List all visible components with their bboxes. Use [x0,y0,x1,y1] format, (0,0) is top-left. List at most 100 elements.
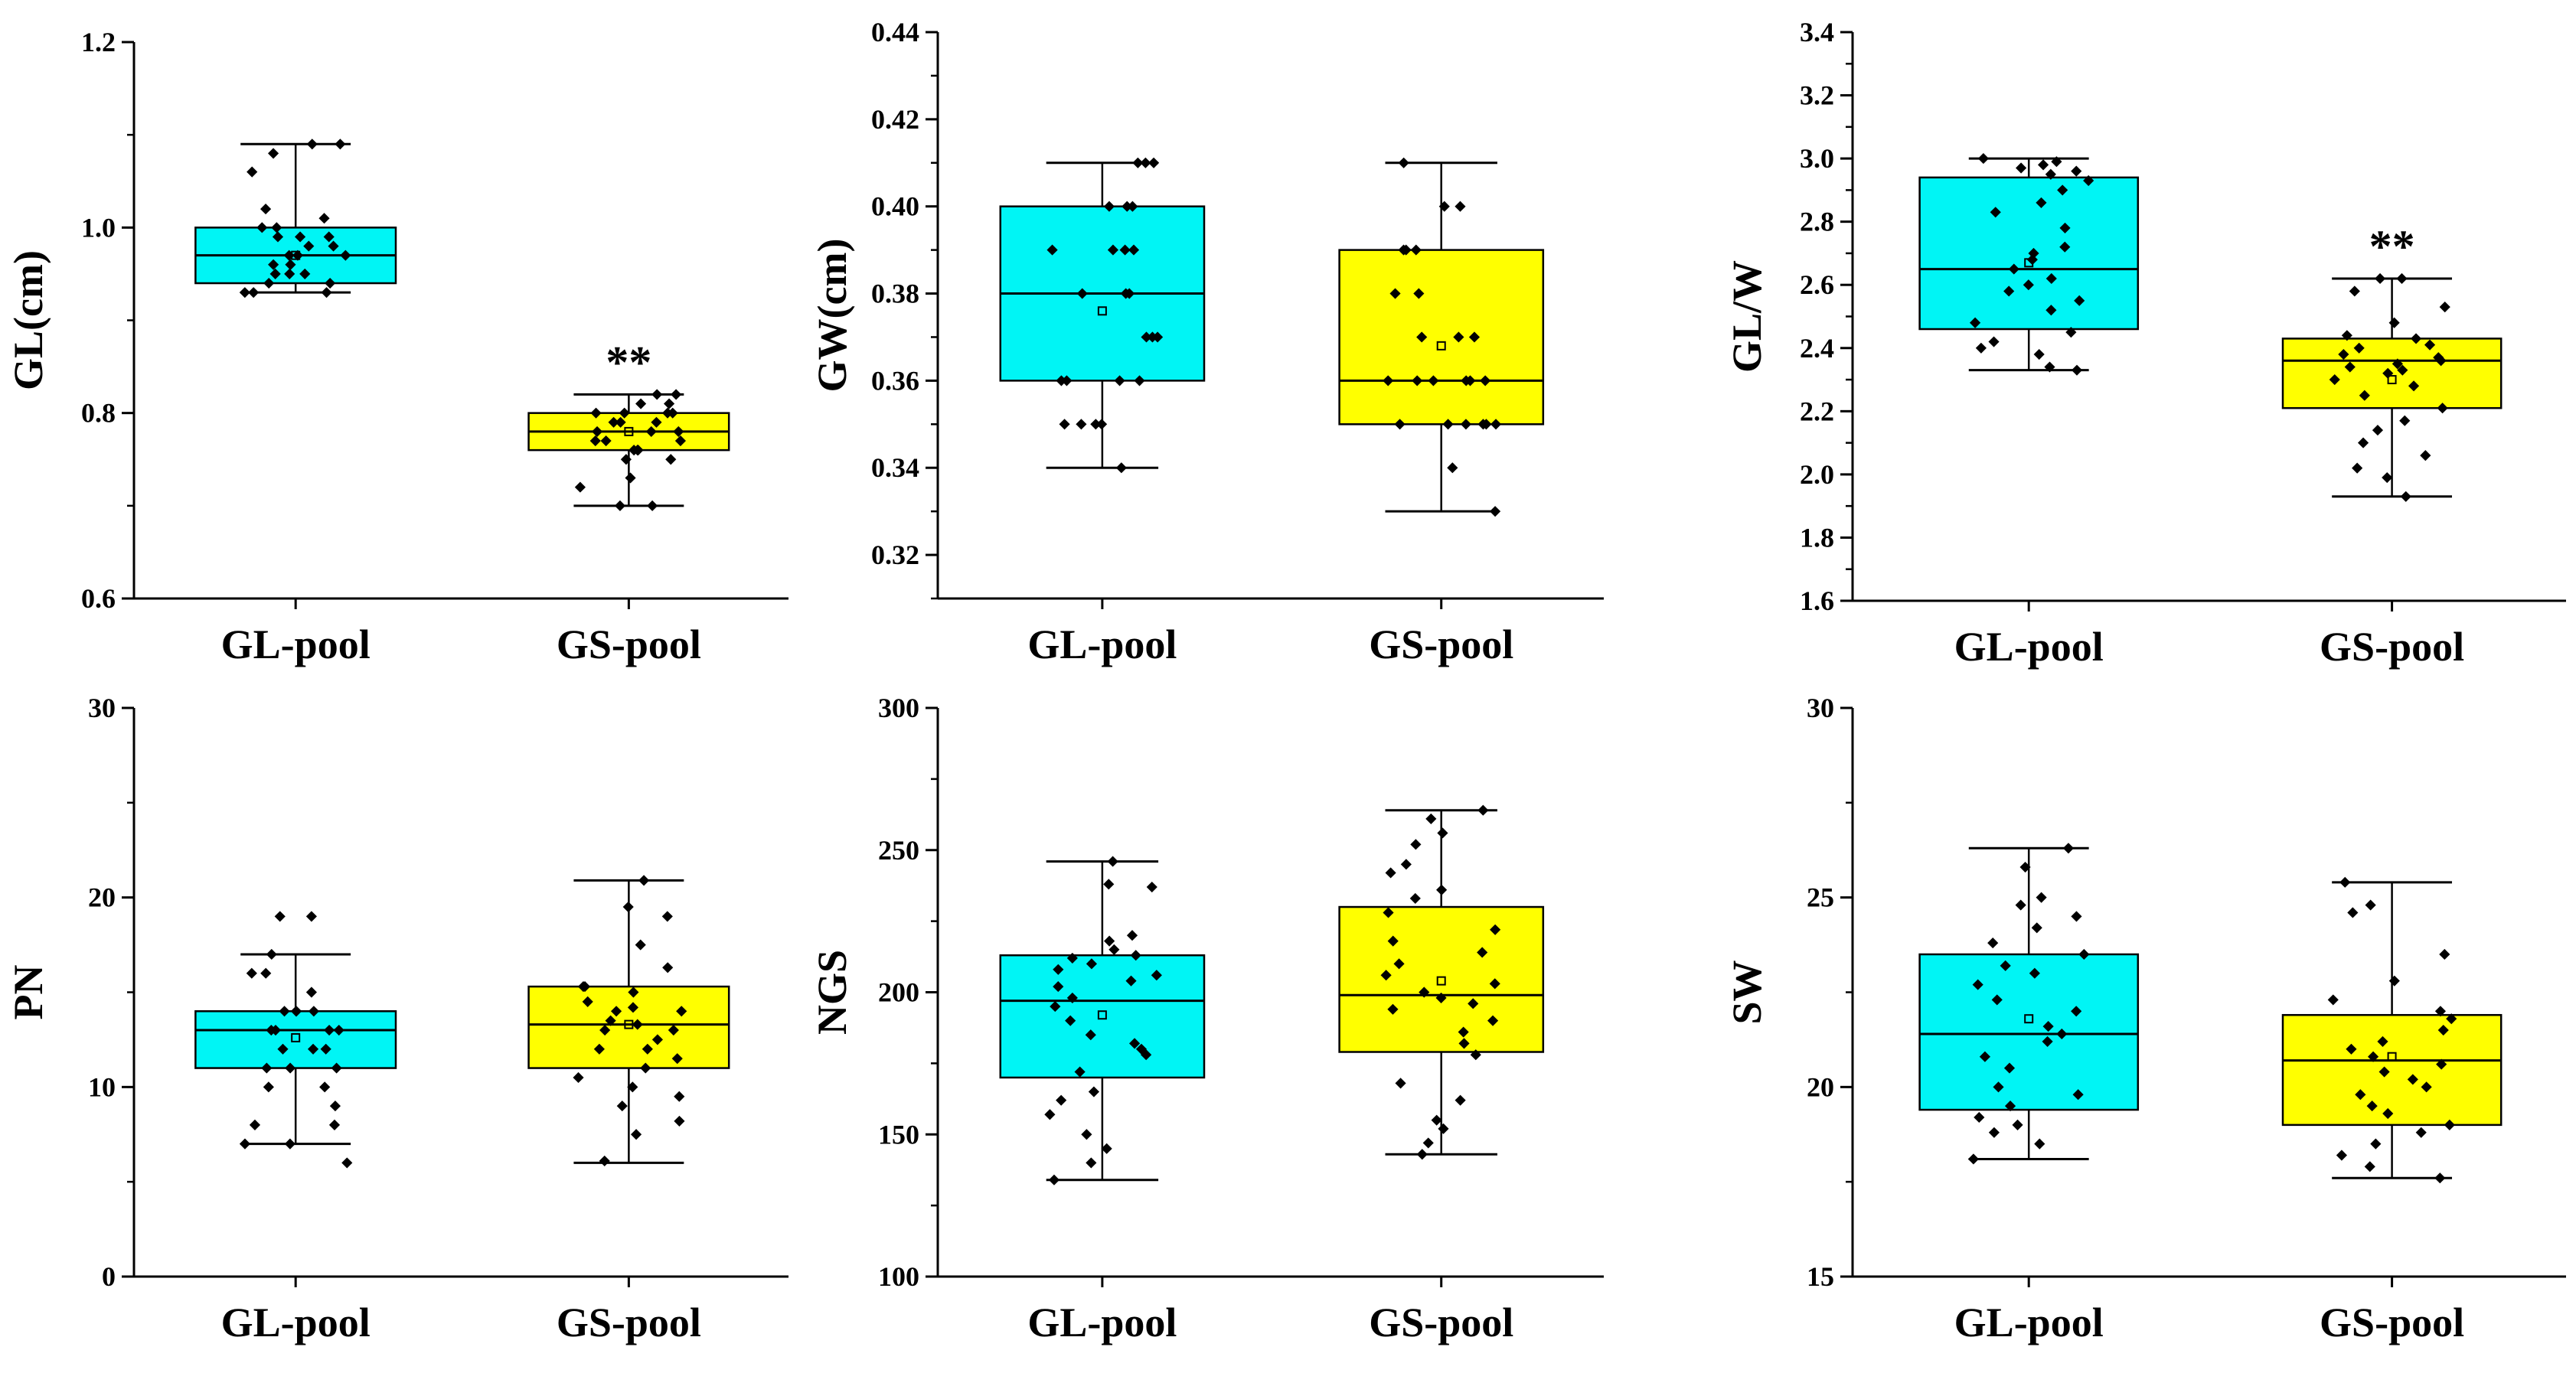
data-point [630,1129,642,1140]
data-point [1114,375,1125,386]
y-tick-label: 0.44 [871,17,919,47]
mean-marker [624,426,634,436]
data-point [642,1043,653,1055]
box-iqr [2281,1013,2503,1127]
data-point [263,277,275,289]
data-point [1398,244,1409,256]
chart-panel-1: 0.6 0.8 1.0 1.2 GL(cm) GL-pool GS-pool ** [5,27,788,667]
data-point [1394,419,1406,430]
data-point [1422,1137,1434,1149]
data-point [263,1081,274,1093]
data-point [1046,244,1058,256]
y-tick-label: 250 [878,835,919,866]
data-point [573,1071,584,1084]
data-point [608,416,619,428]
chart-panel-3: 1.6 1.8 2.0 2.2 2.4 2.6 2.8 3.0 3.2 3.4 GL/W GL-poo… [1724,17,2566,670]
y-tick-label: 0.34 [871,452,919,483]
data-point [268,259,279,270]
data-point [2352,462,2363,474]
box-iqr [1338,249,1545,426]
y-axis-label: SW [1724,960,1770,1024]
data-point [321,287,332,298]
data-point [1132,157,1144,168]
x-category-label: GS-pool [1369,1300,1513,1345]
data-point [260,204,272,215]
data-point [1385,867,1396,879]
data-point [1076,419,1087,430]
y-tick-label: 3.0 [1800,143,1834,174]
data-point [2031,922,2042,934]
y-tick-label: 0.6 [81,583,116,614]
data-point [620,454,632,465]
chart-panel-4: 0 10 20 30 PN GL-pool GS-pool [5,693,788,1345]
x-category-label: GS-pool [1369,621,1513,667]
data-point [1410,839,1422,850]
data-point [632,445,643,456]
data-point [2434,1172,2446,1184]
data-point [239,1138,251,1150]
data-point [1101,1143,1112,1154]
data-point [1059,419,1070,430]
data-point [2062,843,2075,854]
data-point [260,967,272,979]
data-point [2327,994,2339,1006]
y-tick-label: 1.0 [81,212,116,243]
y-axis-label: GW(cm) [809,239,855,393]
x-category-label: GS-pool [557,621,701,667]
data-point [1103,879,1115,890]
data-point [1383,907,1394,918]
data-point [2439,302,2450,313]
data-point [1107,244,1119,256]
data-point [2336,1150,2347,1161]
data-point [239,287,250,298]
data-point [271,222,282,233]
data-point [2034,1138,2045,1150]
y-tick-label: 0.8 [81,398,116,429]
data-point [1115,462,1127,474]
data-point [638,875,650,886]
data-point [627,1081,638,1093]
data-point [1081,1129,1092,1140]
data-point [2015,899,2026,911]
data-point [1967,1153,1979,1165]
data-point [1134,375,1145,386]
data-point [261,1062,273,1074]
data-point [2071,165,2082,177]
data-point [674,435,687,447]
y-tick-label: 0.40 [871,191,919,222]
data-point [2036,892,2047,903]
y-tick-label: 2.6 [1800,269,1834,300]
data-point [1490,419,1502,430]
data-point [1127,201,1138,212]
data-point [285,259,296,270]
data-point [664,398,675,409]
data-point [1410,244,1422,256]
data-point [1085,1029,1096,1041]
data-point [1387,935,1399,947]
data-point [267,148,279,159]
data-point [1108,944,1120,955]
data-point [290,1006,302,1017]
data-point [1125,975,1137,987]
x-category-label: GS-pool [2320,1300,2464,1345]
data-point [328,1119,341,1130]
data-point [308,1006,319,1017]
data-point [1437,827,1448,839]
y-tick-label: 2.0 [1800,459,1834,490]
data-point [1130,950,1141,961]
data-point [1416,331,1428,343]
data-point [1481,419,1492,430]
chart-panel-2: 0.32 0.34 0.36 0.38 0.40 0.42 0.44 GW(cm) GL-poo… [809,17,1604,667]
mean-marker [2024,1014,2034,1024]
data-point [2382,471,2393,484]
data-point [1056,1094,1067,1106]
data-point [1480,375,1491,386]
data-point [2420,450,2431,461]
data-point [284,1138,295,1150]
data-point [1048,1174,1060,1185]
data-point [269,1024,282,1036]
data-point [1088,1086,1099,1097]
data-point [1076,288,1088,299]
data-point [1458,1038,1470,1049]
data-point [292,249,303,261]
